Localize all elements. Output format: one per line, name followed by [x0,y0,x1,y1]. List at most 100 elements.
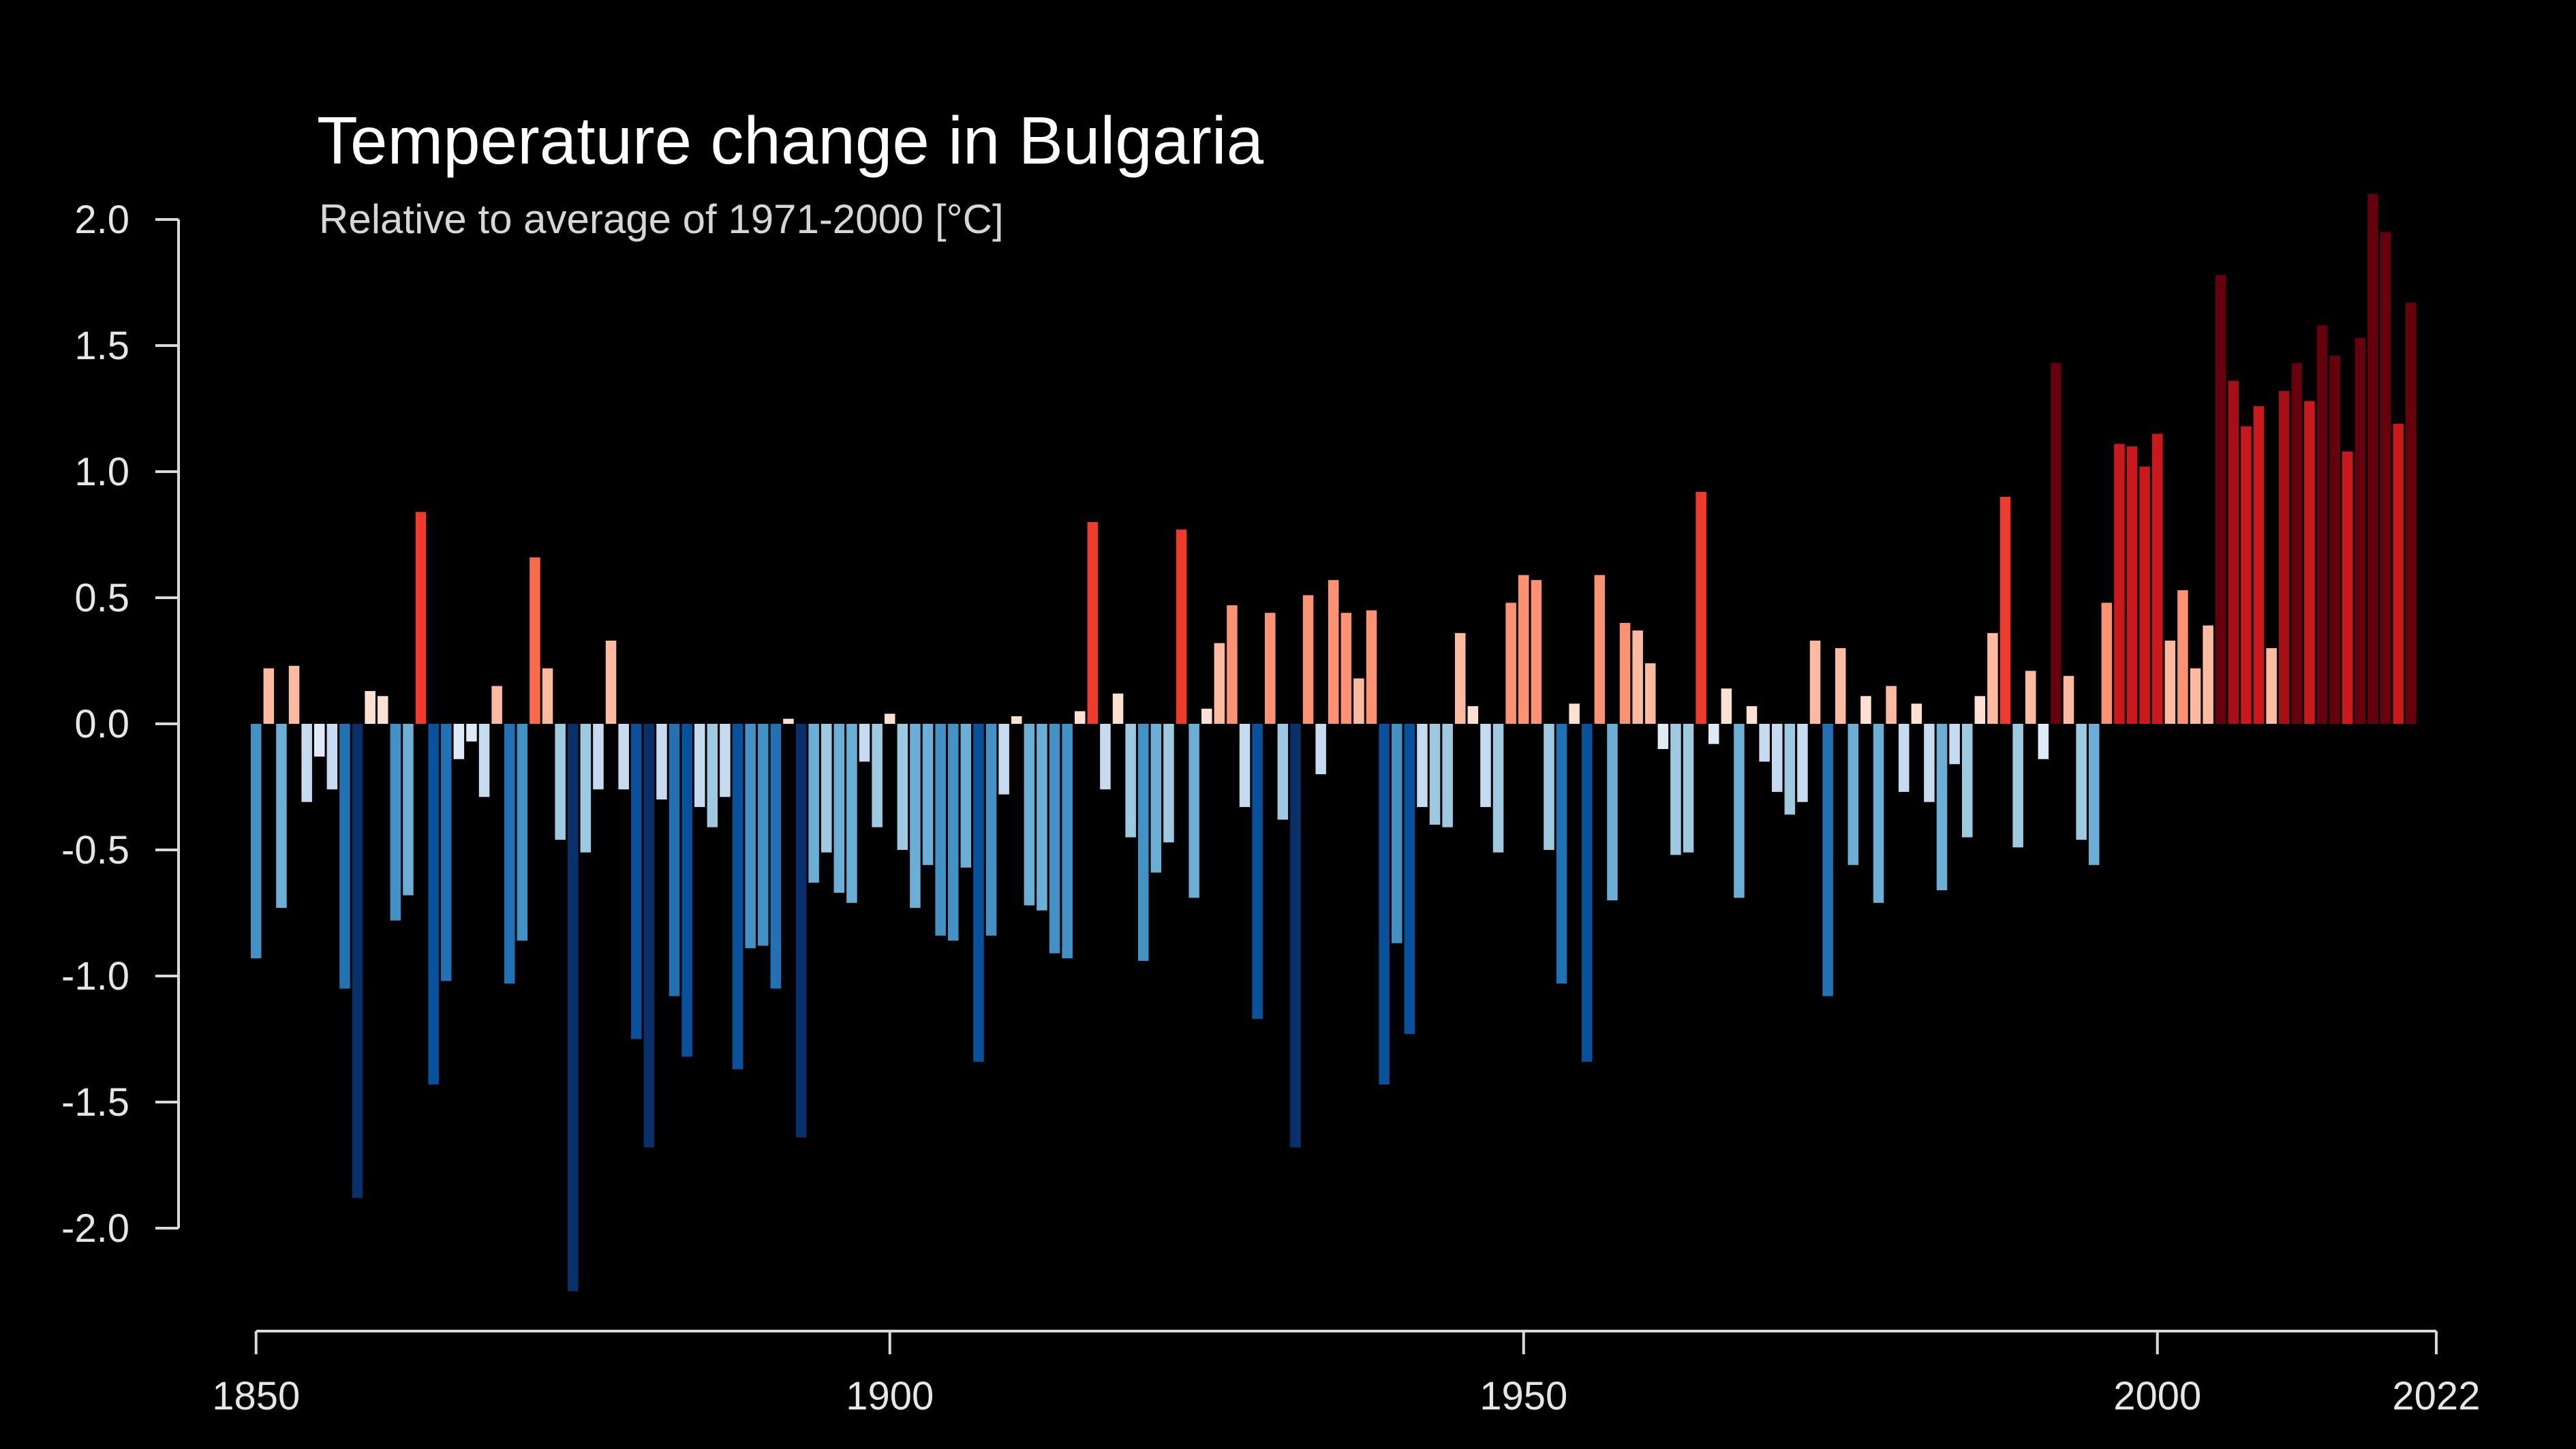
bar-1880 [631,724,642,1039]
bar-1927 [1227,605,1238,724]
y-tick-label: -1.5 [61,1080,129,1125]
bar-1931 [1277,724,1289,820]
bar-1947 [1480,724,1491,808]
bar-1961 [1657,724,1669,749]
bar-1948 [1492,724,1504,853]
bar-1878 [605,640,617,724]
x-axis: 1850 1900 1950 2000 2022 [212,1330,2480,1418]
bar-1946 [1467,706,1479,724]
bar-2006 [2228,380,2239,724]
bar-1903 [922,724,934,866]
x-tick-label: 1950 [1479,1374,1567,1418]
bar-1906 [960,724,972,868]
bar-1969 [1759,724,1770,762]
bar-1986 [1974,696,1986,724]
bar-1874 [555,724,566,840]
bar-1999 [2139,466,2150,724]
bar-1892 [783,718,794,724]
bar-1976 [1847,724,1859,866]
bar-2011 [2291,363,2303,724]
bar-1977 [1860,696,1871,724]
bar-1872 [530,557,540,724]
bar-1896 [833,724,845,893]
bar-1956 [1594,575,1606,724]
bar-1894 [808,724,819,883]
bar-1879 [618,724,629,790]
bar-1905 [948,724,959,941]
bar-1854 [301,724,312,802]
bar-1895 [821,724,832,853]
bar-1943 [1429,724,1441,825]
bar-2007 [2241,426,2252,724]
bar-1972 [1797,724,1808,802]
bar-1968 [1746,706,1758,724]
bar-1970 [1772,724,1783,792]
bar-1987 [1987,632,1998,724]
bar-1885 [694,724,705,808]
bar-2001 [2164,640,2176,724]
y-tick-label: 0.5 [74,576,129,620]
bar-1928 [1239,724,1251,808]
bar-1917 [1100,724,1111,790]
bar-1937 [1353,678,1364,724]
bar-1853 [288,665,300,724]
bar-2016 [2355,337,2366,724]
bar-2005 [2215,275,2226,724]
bars [251,194,2417,1292]
bar-1967 [1734,724,1745,898]
bar-2013 [2316,325,2328,724]
bar-1989 [2012,724,2023,848]
bar-1936 [1340,613,1352,724]
bar-1911 [1024,724,1035,906]
bar-1913 [1049,724,1060,954]
bar-1929 [1252,724,1263,1019]
bar-1930 [1265,613,1276,724]
bar-1975 [1835,648,1846,724]
bar-1940 [1392,724,1402,943]
y-tick-label: -1.0 [61,954,129,998]
bar-1935 [1328,580,1339,724]
bar-2010 [2279,391,2290,724]
bar-1998 [2126,446,2138,724]
bar-1864 [428,724,439,1085]
bar-1850 [251,724,262,959]
bar-1893 [795,724,807,1138]
bar-1873 [542,668,553,724]
bar-2000 [2152,433,2163,724]
bar-1908 [985,724,997,936]
y-tick-label: -0.5 [61,828,129,872]
bar-1952 [1544,724,1554,850]
bar-1914 [1062,724,1073,959]
bar-1973 [1809,640,1821,724]
bar-1933 [1302,595,1314,724]
y-axis: 2.0 1.5 1.0 0.5 0.0 -0.5 -1.0 -1.5 -2.0 [61,198,180,1251]
bar-1971 [1784,724,1796,815]
bar-1924 [1189,724,1199,898]
bar-1920 [1138,724,1149,961]
bar-1904 [935,724,946,936]
y-tick-label: 2.0 [74,198,129,242]
bar-1881 [643,724,655,1148]
bar-1857 [339,724,350,989]
bar-1865 [441,724,452,981]
bar-1939 [1379,724,1390,1085]
bar-1877 [593,724,604,790]
bar-1954 [1569,703,1580,724]
bar-1923 [1176,530,1187,724]
bar-1994 [2076,724,2087,840]
bar-2009 [2266,648,2277,724]
bar-2002 [2177,590,2188,724]
bar-2012 [2304,401,2315,724]
bar-2019 [2393,423,2404,724]
bar-1921 [1150,724,1162,873]
bar-1958 [1619,623,1631,724]
bar-1888 [732,724,743,1069]
bar-1889 [745,724,756,949]
bar-1862 [403,724,414,896]
y-tick-label: 1.0 [74,450,129,494]
bar-1915 [1075,711,1086,724]
bar-1876 [580,724,592,853]
bar-2004 [2203,625,2213,724]
bar-1867 [466,724,477,742]
bar-2020 [2406,303,2417,724]
